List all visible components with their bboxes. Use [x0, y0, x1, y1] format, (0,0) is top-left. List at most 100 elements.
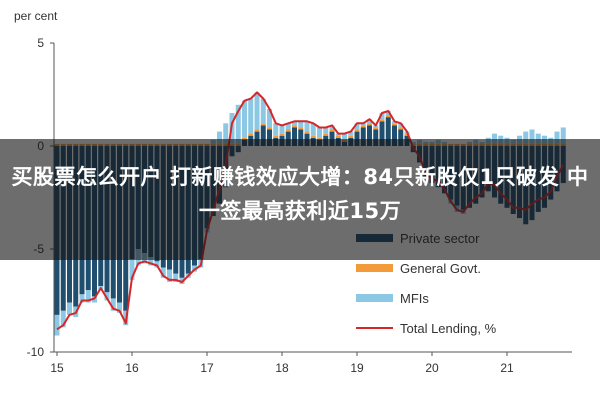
- bar-mfis: [398, 123, 404, 128]
- bar-mfis: [260, 98, 266, 124]
- bar-general-govt: [354, 129, 360, 132]
- y-tick-label: 5: [37, 36, 44, 50]
- bar-mfis: [235, 104, 241, 144]
- bar-general-govt: [379, 119, 385, 122]
- bar-mfis: [67, 302, 72, 315]
- bar-general-govt: [248, 133, 254, 136]
- bar-mfis: [248, 98, 254, 134]
- bar-private-sector: [354, 131, 360, 146]
- bar-mfis: [285, 123, 291, 130]
- bar-mfis: [348, 131, 354, 136]
- x-tick-label: 21: [500, 361, 514, 375]
- bar-mfis: [329, 125, 335, 130]
- bar-mfis: [492, 133, 497, 144]
- headline-text: 买股票怎么开户 打新赚钱效应大增：84只新股仅1只破发 中一签最高获利近15万: [11, 165, 589, 223]
- y-unit-label: per cent: [14, 9, 58, 23]
- bar-private-sector: [385, 117, 391, 146]
- bar-mfis: [223, 123, 229, 144]
- bar-mfis: [323, 127, 329, 134]
- x-tick-label: 15: [50, 361, 64, 375]
- bar-general-govt: [298, 127, 304, 130]
- bar-mfis: [110, 298, 116, 311]
- x-tick-label: 20: [425, 361, 439, 375]
- bar-mfis: [167, 269, 172, 282]
- bar-mfis: [104, 292, 110, 301]
- bar-mfis: [292, 121, 297, 126]
- bar-mfis: [60, 310, 66, 328]
- bar-mfis: [360, 123, 366, 126]
- y-tick-label: -10: [27, 345, 45, 359]
- bar-mfis: [310, 123, 316, 136]
- bar-general-govt: [335, 135, 341, 138]
- bar-mfis: [354, 123, 360, 130]
- bar-mfis: [342, 133, 347, 140]
- x-tick-label: 17: [200, 361, 214, 375]
- bar-mfis: [554, 131, 560, 144]
- bar-mfis: [129, 259, 135, 280]
- bar-mfis: [173, 273, 179, 282]
- bar-general-govt: [304, 131, 310, 134]
- bar-private-sector: [367, 125, 372, 146]
- bar-mfis: [79, 294, 85, 303]
- bar-private-sector: [373, 129, 379, 146]
- x-tick-label: 19: [350, 361, 364, 375]
- bar-private-sector: [392, 125, 397, 146]
- bar-general-govt: [242, 137, 247, 140]
- bar-general-govt: [292, 125, 297, 128]
- bar-mfis: [373, 125, 379, 128]
- bar-private-sector: [298, 129, 304, 146]
- bar-private-sector: [329, 131, 335, 146]
- bar-general-govt: [348, 135, 354, 138]
- bar-private-sector: [398, 129, 404, 146]
- legend-label: Total Lending, %: [400, 321, 497, 336]
- legend-label: General Govt.: [400, 261, 481, 276]
- bar-mfis: [92, 296, 97, 303]
- bar-general-govt: [279, 133, 285, 136]
- bar-private-sector: [267, 129, 272, 146]
- bar-general-govt: [360, 125, 366, 128]
- bar-general-govt: [254, 129, 260, 132]
- bar-general-govt: [285, 129, 291, 132]
- legend-swatch: [356, 294, 393, 302]
- bar-mfis: [279, 125, 285, 134]
- bar-general-govt: [317, 137, 322, 140]
- bar-general-govt: [267, 127, 272, 130]
- bar-mfis: [160, 267, 166, 278]
- bar-mfis: [148, 257, 154, 266]
- bar-mfis: [304, 121, 310, 132]
- bar-mfis: [267, 108, 272, 128]
- bar-mfis: [117, 302, 122, 313]
- bar-general-govt: [404, 133, 410, 136]
- bar-mfis: [54, 314, 60, 336]
- bar-private-sector: [360, 127, 366, 146]
- headline-overlay-band: [0, 139, 600, 260]
- bar-mfis: [298, 121, 304, 128]
- bar-private-sector: [260, 125, 266, 146]
- bar-mfis: [254, 92, 260, 130]
- bar-mfis: [535, 133, 541, 144]
- bar-mfis: [85, 290, 91, 303]
- bar-mfis: [379, 113, 385, 120]
- bar-general-govt: [323, 133, 329, 136]
- bar-mfis: [242, 100, 247, 138]
- legend-label: MFIs: [400, 291, 429, 306]
- bar-mfis: [217, 131, 222, 144]
- bar-private-sector: [379, 121, 385, 146]
- bar-mfis: [273, 123, 279, 136]
- bar-general-govt: [392, 123, 397, 126]
- bar-private-sector: [292, 127, 297, 146]
- bar-mfis: [335, 133, 341, 136]
- x-tick-label: 16: [125, 361, 139, 375]
- bar-general-govt: [373, 127, 379, 130]
- bar-mfis: [529, 129, 535, 144]
- bar-mfis: [560, 127, 566, 144]
- bar-general-govt: [385, 115, 391, 118]
- bar-mfis: [523, 131, 529, 144]
- bar-mfis: [367, 119, 372, 124]
- bar-mfis: [317, 127, 322, 138]
- x-tick-label: 18: [275, 361, 289, 375]
- bar-private-sector: [285, 131, 291, 146]
- bar-general-govt: [273, 135, 279, 138]
- bar-general-govt: [398, 127, 404, 130]
- bar-general-govt: [329, 129, 335, 132]
